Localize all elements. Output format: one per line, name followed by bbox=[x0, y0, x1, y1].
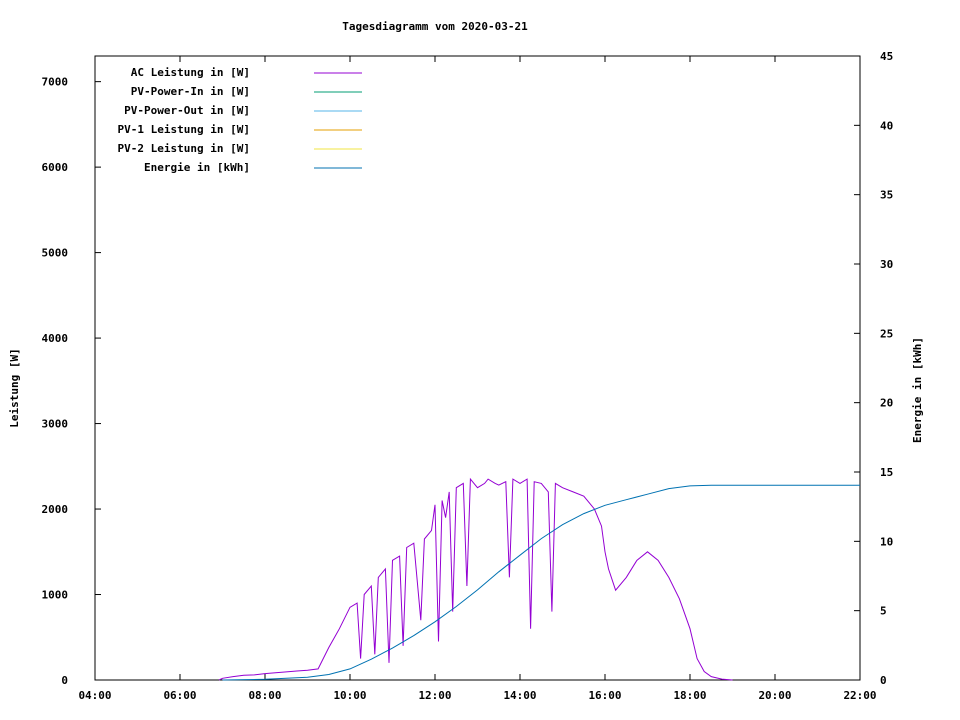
y-tick-label: 4000 bbox=[42, 332, 69, 345]
plot-frame bbox=[94, 55, 861, 681]
y-tick-label: 5000 bbox=[42, 247, 69, 260]
y2-tick-label: 40 bbox=[880, 119, 893, 132]
x-tick-label: 14:00 bbox=[503, 689, 536, 702]
legend-label: PV-Power-In in [W] bbox=[131, 85, 250, 98]
series-group bbox=[218, 477, 860, 681]
x-tick-label: 18:00 bbox=[673, 689, 706, 702]
y2-axis-label: Energie in [kWh] bbox=[911, 337, 924, 443]
y-tick-label: 2000 bbox=[42, 503, 69, 516]
y-tick-label: 7000 bbox=[42, 76, 69, 89]
chart-title: Tagesdiagramm vom 2020-03-21 bbox=[342, 20, 528, 33]
legend-label: PV-2 Leistung in [W] bbox=[118, 142, 250, 155]
x-tick-label: 08:00 bbox=[248, 689, 281, 702]
x-tick-label: 12:00 bbox=[418, 689, 451, 702]
y-axis-right: 0 5 10 15 20 25 30 35 40 45 bbox=[854, 50, 893, 687]
series-line-energie-in-kwh bbox=[222, 484, 860, 681]
y2-tick-label: 30 bbox=[880, 258, 893, 271]
legend-label: Energie in [kWh] bbox=[144, 161, 250, 174]
y2-tick-label: 20 bbox=[880, 397, 893, 410]
y2-tick-label: 15 bbox=[880, 466, 893, 479]
legend-label: PV-1 Leistung in [W] bbox=[118, 123, 250, 136]
legend: AC Leistung in [W] PV-Power-In in [W] PV-P… bbox=[118, 66, 362, 174]
x-tick-label: 04:00 bbox=[78, 689, 111, 702]
x-tick-label: 10:00 bbox=[333, 689, 366, 702]
y-tick-label: 3000 bbox=[42, 418, 69, 431]
y-tick-label: 6000 bbox=[42, 161, 69, 174]
y2-tick-label: 0 bbox=[880, 674, 887, 687]
y2-tick-label: 35 bbox=[880, 189, 893, 202]
y-axis-left: 0 1000 2000 3000 4000 5000 6000 7000 bbox=[42, 76, 101, 687]
legend-label: AC Leistung in [W] bbox=[131, 66, 250, 79]
x-tick-label: 06:00 bbox=[163, 689, 196, 702]
y2-tick-label: 25 bbox=[880, 327, 893, 340]
x-tick-label: 22:00 bbox=[843, 689, 876, 702]
y2-tick-label: 45 bbox=[880, 50, 893, 63]
y2-tick-label: 5 bbox=[880, 605, 887, 618]
x-tick-label: 16:00 bbox=[588, 689, 621, 702]
y-axis-label: Leistung [W] bbox=[8, 348, 21, 427]
y-tick-label: 0 bbox=[61, 674, 68, 687]
y-tick-label: 1000 bbox=[42, 589, 69, 602]
x-tick-label: 20:00 bbox=[758, 689, 791, 702]
x-axis: 04:00 06:00 08:00 10:00 12:00 14:00 16:00 18:00… bbox=[78, 56, 877, 702]
y2-tick-label: 10 bbox=[880, 535, 893, 548]
legend-label: PV-Power-Out in [W] bbox=[124, 104, 250, 117]
series-line-ac-leistung-in-w bbox=[218, 477, 733, 681]
